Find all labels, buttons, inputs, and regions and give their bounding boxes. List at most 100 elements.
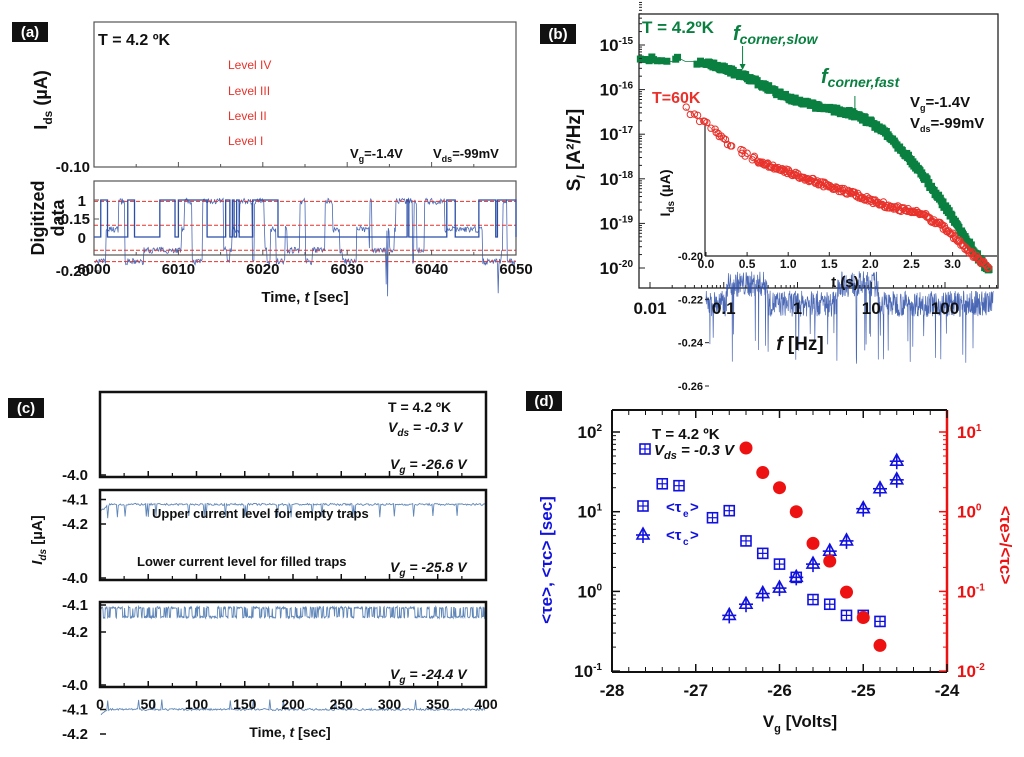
panel-label-a-bg bbox=[12, 22, 48, 42]
data-point-4K bbox=[650, 56, 658, 64]
x-tick-label: -25 bbox=[851, 681, 876, 700]
inset-x-tick-label: 0.0 bbox=[698, 257, 715, 271]
inset-y-tick-label: -0.20 bbox=[678, 251, 703, 263]
x-tick-label: -28 bbox=[600, 681, 625, 700]
panel-label-d-bg bbox=[526, 391, 562, 411]
y-left-tick-label: 100 bbox=[578, 582, 603, 601]
y-right-tick-label: 10-2 bbox=[957, 662, 985, 681]
panel-c: -4.2 -4.1 -4.0 Vg = -26.6 V -4.2 -4.1 -4.0 Vg =… bbox=[29, 390, 498, 743]
inset-y-tick-label: -0.24 bbox=[678, 338, 704, 350]
x-tick-label: 300 bbox=[378, 696, 402, 712]
data-point-60K bbox=[845, 188, 854, 196]
annotation-4K: T = 4.2ºK bbox=[642, 18, 715, 37]
current-trace-c-3 bbox=[100, 698, 486, 716]
inset-x-tick-label: 0.5 bbox=[739, 257, 756, 271]
legend-label-tau-e-sub: e bbox=[683, 509, 689, 520]
y-left-tick-label: 102 bbox=[578, 423, 603, 442]
y-right-tick-label: 100 bbox=[957, 503, 982, 522]
data-point-ratio bbox=[856, 611, 870, 625]
x-tick-label: 0.01 bbox=[633, 299, 666, 318]
data-point-4K bbox=[645, 57, 653, 65]
y-tick-label: -4.2 bbox=[62, 516, 88, 533]
legend-label-tau-e-close: > bbox=[690, 499, 699, 516]
x-tick-label: -26 bbox=[767, 681, 792, 700]
x-tick-label: 0 bbox=[96, 696, 104, 712]
data-point-4K bbox=[939, 198, 947, 206]
data-point-4K bbox=[641, 55, 649, 63]
inset-x-tick-label: 1.5 bbox=[821, 257, 838, 271]
level-label: Level IV bbox=[228, 58, 271, 72]
data-point-4K bbox=[967, 241, 975, 249]
y-tick-label: 10-16 bbox=[600, 81, 634, 100]
y-right-axis-label-d: <τe>/<τc> bbox=[996, 506, 1015, 585]
panel-label-c: (c) bbox=[17, 400, 35, 417]
data-point-60K bbox=[695, 117, 704, 126]
data-point-4K bbox=[923, 175, 931, 183]
level-label: Level II bbox=[228, 109, 267, 123]
x-tick-label: 200 bbox=[281, 696, 305, 712]
panel-b: -0.26 -0.24 -0.22 -0.200.0 0.5 1.0 1.5 2.0 2.5 3.… bbox=[564, 1, 999, 393]
x-tick-label: 0.1 bbox=[712, 299, 736, 318]
panel-label-b: (b) bbox=[548, 26, 567, 43]
x-tick-label: 100 bbox=[185, 696, 209, 712]
x-tick-label: -27 bbox=[683, 681, 708, 700]
temperature-annotation: T = 4.2 ºK bbox=[98, 32, 171, 49]
x-tick-label: 350 bbox=[426, 696, 450, 712]
vds-annotation-d: Vds = -0.3 V bbox=[654, 442, 736, 462]
data-point-60K bbox=[850, 188, 859, 196]
x-axis-label-d: Vg [Volts] bbox=[763, 712, 837, 735]
data-point-4K bbox=[658, 57, 666, 65]
panel-label-d: (d) bbox=[534, 393, 553, 410]
data-point-ratio bbox=[773, 481, 786, 495]
panel-label-b-bg bbox=[540, 24, 576, 44]
level-label: Level I bbox=[228, 134, 263, 148]
data-point-ratio bbox=[739, 441, 753, 455]
vg-annotation-c-2: Vg = -25.8 V bbox=[390, 559, 468, 579]
data-point-60K bbox=[966, 248, 974, 256]
temperature-annotation-c: T = 4.2 ºK bbox=[388, 399, 451, 415]
y-tick-label: -4.2 bbox=[62, 726, 88, 743]
y-tick-label: -0.10 bbox=[56, 159, 90, 176]
data-point-4K bbox=[948, 211, 956, 219]
y-tick-label: 10-15 bbox=[600, 36, 634, 55]
inset-y-axis-label: Ids (µA) bbox=[657, 170, 677, 217]
legend-label-tau-c: <τ bbox=[666, 527, 682, 544]
y-tick-label: -4.0 bbox=[62, 570, 88, 587]
vg-annotation-b: Vg=-1.4V bbox=[910, 94, 970, 113]
vds-annotation-c: Vds = -0.3 V bbox=[388, 419, 464, 439]
current-trace-c-2 bbox=[100, 604, 486, 620]
f-corner-slow-label: fcorner,slow bbox=[733, 23, 819, 47]
x-tick-label: -24 bbox=[935, 681, 960, 700]
x-axis-label-b: f [Hz] bbox=[776, 334, 823, 355]
legend-label-tau-c-sub: c bbox=[683, 537, 689, 548]
inset-x-tick-label: 1.0 bbox=[780, 257, 797, 271]
y-tick-label: -0.20 bbox=[56, 263, 90, 280]
inset-current-trace bbox=[705, 271, 994, 364]
inset-x-tick-label: 3.0 bbox=[944, 257, 961, 271]
data-point-4K bbox=[693, 60, 701, 68]
data-point-4K bbox=[925, 179, 933, 187]
y-right-tick-label: 101 bbox=[957, 423, 982, 442]
x-tick-label: 6020 bbox=[246, 261, 279, 278]
y-right-tick-label: 10-1 bbox=[957, 582, 985, 601]
y-axis-label-b: SI [A²/Hz] bbox=[564, 109, 588, 192]
current-trace-c-1 bbox=[100, 502, 486, 519]
x-tick-label: 400 bbox=[474, 696, 498, 712]
inset-x-tick-label: 2.5 bbox=[903, 257, 920, 271]
inset-y-tick-label: -0.22 bbox=[678, 294, 703, 306]
x-tick-label: 1 bbox=[793, 299, 802, 318]
y-tick-label: -4.1 bbox=[62, 702, 88, 719]
lower-level-annotation: Lower current level for filled traps bbox=[137, 554, 347, 569]
data-point-4K bbox=[765, 82, 773, 90]
inset-x-axis-label: t (s) bbox=[831, 274, 859, 291]
data-point-60K bbox=[686, 110, 695, 119]
data-point-4K bbox=[674, 53, 682, 61]
data-point-ratio bbox=[823, 554, 837, 568]
data-point-4K bbox=[653, 57, 661, 65]
data-point-60K bbox=[707, 124, 715, 132]
x-tick-label: 250 bbox=[330, 696, 354, 712]
f-corner-fast-arrowhead bbox=[851, 110, 858, 116]
y-tick-label: 10-19 bbox=[600, 214, 634, 233]
data-point-60K bbox=[727, 142, 736, 150]
